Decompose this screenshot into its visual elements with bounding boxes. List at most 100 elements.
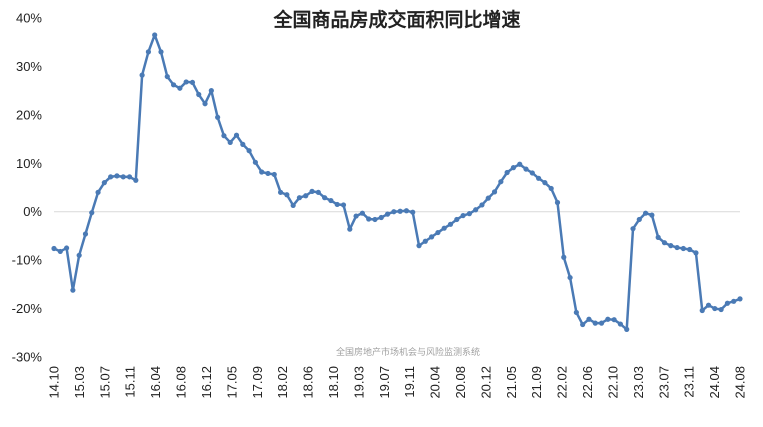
data-point [359, 210, 365, 216]
data-point [422, 238, 428, 244]
data-point [479, 202, 485, 208]
data-point [63, 245, 70, 251]
data-point [152, 32, 158, 38]
data-point [674, 244, 680, 251]
data-point [605, 316, 611, 322]
data-point [718, 306, 724, 313]
x-tick-label: 23.11 [682, 366, 697, 398]
x-tick-label: 15.07 [97, 366, 112, 399]
data-point [202, 101, 208, 107]
data-point [661, 240, 668, 246]
data-point [133, 177, 139, 183]
x-tick-label: 23.03 [631, 366, 646, 399]
data-point [139, 72, 145, 78]
data-point [491, 189, 498, 195]
data-point [114, 173, 120, 179]
data-point [680, 245, 686, 252]
data-point [668, 243, 674, 249]
x-tick-label: 17.05 [224, 366, 239, 399]
data-point [699, 307, 705, 314]
x-tick-label: 16.12 [199, 366, 214, 399]
data-point [277, 189, 284, 195]
data-point [164, 73, 170, 80]
data-point [158, 49, 164, 55]
y-tick-label: 40% [16, 11, 42, 26]
x-tick-label: 22.06 [580, 366, 595, 399]
data-point [328, 197, 334, 204]
x-tick-label: 18.02 [275, 366, 290, 399]
data-point [252, 159, 258, 165]
data-point [271, 171, 277, 178]
data-point [315, 189, 321, 195]
x-tick-label: 17.09 [250, 366, 265, 399]
data-point [611, 317, 617, 323]
data-point [340, 202, 347, 208]
data-point [391, 209, 397, 215]
data-point [642, 210, 649, 216]
data-point [82, 231, 89, 237]
data-point [196, 91, 202, 98]
data-point [170, 82, 177, 88]
x-tick-label: 14.10 [47, 366, 62, 399]
data-point [233, 132, 240, 138]
x-tick-label: 22.02 [555, 366, 570, 399]
x-tick-label: 20.12 [478, 366, 493, 399]
x-tick-label: 23.07 [656, 366, 671, 399]
data-point [554, 199, 561, 206]
data-point [296, 195, 303, 201]
data-point [466, 211, 472, 217]
data-point [303, 193, 309, 199]
chart-title: 全国商品房成交面积同比增速 [272, 8, 520, 31]
data-point [655, 234, 661, 240]
data-point [397, 208, 403, 214]
data-point [322, 195, 328, 201]
y-tick-label: 0% [23, 204, 42, 219]
data-point [309, 188, 315, 194]
y-tick-label: -10% [12, 253, 43, 268]
data-point [416, 243, 422, 249]
data-point [485, 195, 491, 201]
data-point [454, 216, 460, 223]
data-point [70, 287, 76, 293]
data-point [504, 169, 510, 176]
x-tick-label: 19.03 [351, 366, 366, 399]
x-tick-label: 19.07 [377, 366, 392, 399]
data-point [536, 175, 542, 181]
data-point [126, 174, 133, 180]
data-point [334, 201, 340, 208]
data-point [460, 212, 466, 219]
data-point [447, 221, 454, 227]
data-point [630, 226, 636, 232]
y-tick-label: -30% [12, 350, 43, 365]
x-tick-label: 24.04 [707, 366, 722, 399]
data-point [705, 302, 712, 308]
data-points [51, 32, 743, 332]
data-point [567, 274, 573, 281]
data-point [561, 254, 567, 260]
data-point [208, 88, 214, 94]
y-tick-label: 20% [16, 107, 42, 122]
data-point [410, 209, 416, 215]
data-point [429, 234, 435, 240]
data-point [529, 170, 535, 176]
data-point [498, 179, 504, 185]
x-tick-label: 18.10 [326, 366, 341, 399]
data-point [384, 211, 391, 217]
x-tick-label: 16.08 [174, 366, 189, 399]
data-point [636, 216, 642, 223]
y-tick-label: 30% [16, 59, 42, 74]
data-point [724, 300, 731, 306]
x-tick-label: 20.08 [453, 366, 468, 399]
data-point [378, 214, 384, 221]
data-point [517, 161, 523, 167]
x-tick-label: 16.04 [148, 366, 163, 399]
data-point [693, 250, 699, 256]
data-point [189, 79, 196, 86]
data-point [221, 133, 227, 139]
data-point [259, 169, 265, 175]
data-point [586, 316, 592, 322]
data-point [215, 114, 221, 120]
data-point [183, 79, 189, 85]
data-point [177, 85, 183, 91]
data-point [573, 309, 579, 316]
